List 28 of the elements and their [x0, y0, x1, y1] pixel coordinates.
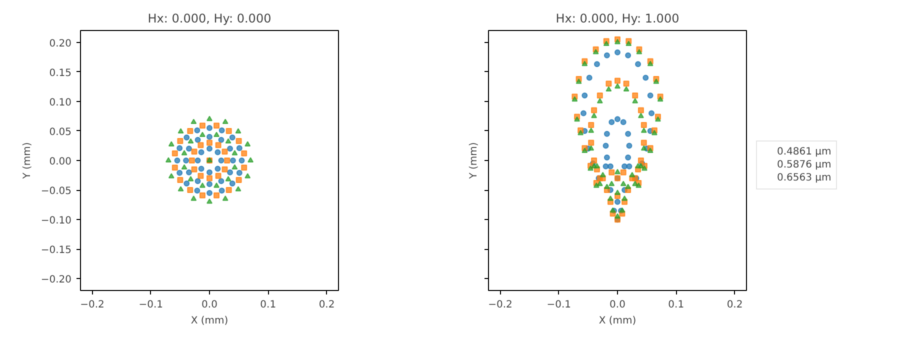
- text: 0.4861 µm: [777, 146, 832, 157]
- x-tick-label: −0.1: [546, 300, 572, 310]
- x-tick-label: −0.2: [80, 300, 104, 310]
- y-tick-label: 0.05: [49, 126, 72, 138]
- x-axis-title: X (mm): [190, 316, 228, 326]
- y-tick-label: −0.15: [40, 245, 72, 256]
- text: 0.6563 µm: [777, 172, 832, 183]
- x-tick-label: 0.2: [726, 300, 743, 310]
- y-tick-label: −0.20: [40, 274, 72, 286]
- x-tick-label: 0.0: [202, 300, 218, 310]
- y-tick-label: −0.05: [40, 186, 72, 198]
- chart-title: Hx: 0.000, Hy: 1.000: [556, 12, 680, 26]
- y-axis-title: Y (mm): [22, 142, 33, 180]
- x-tick-label: −0.1: [138, 300, 164, 310]
- y-axis-title: Y (mm): [468, 142, 480, 180]
- y-tick-label: −0.10: [40, 216, 72, 227]
- y-tick-label: 0.20: [49, 38, 72, 50]
- x-tick-label: 0.1: [668, 300, 684, 310]
- x-tick-label: 0.0: [610, 300, 626, 310]
- chart-title: Hx: 0.000, Hy: 0.000: [148, 12, 272, 26]
- x-tick-label: −0.2: [488, 300, 512, 310]
- x-axis-title: X (mm): [598, 316, 636, 326]
- y-tick-label: 0.00: [49, 156, 72, 168]
- text: 0.5876 µm: [777, 159, 832, 170]
- x-tick-label: 0.2: [318, 300, 335, 310]
- y-tick-label: 0.10: [49, 97, 72, 108]
- y-tick-label: 0.15: [49, 68, 72, 79]
- x-tick-label: 0.1: [260, 300, 276, 310]
